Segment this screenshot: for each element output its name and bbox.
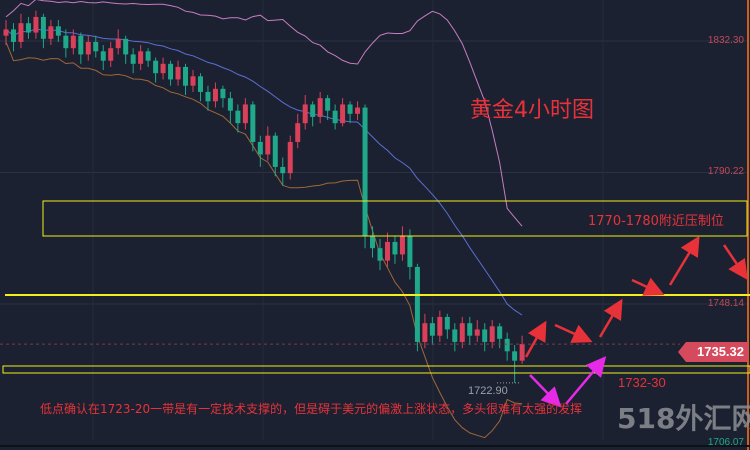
candle-body	[474, 329, 480, 336]
candle-body	[175, 66, 181, 80]
candle-body	[123, 38, 129, 55]
candle-body	[362, 107, 368, 236]
red-arrow	[524, 320, 547, 358]
candle-body	[130, 54, 136, 64]
candle-body	[489, 326, 495, 342]
candle-body	[295, 123, 301, 142]
candle-body	[280, 166, 286, 174]
candle-body	[287, 141, 293, 174]
analysis-note: 低点确认在1723-20一带是有一定技术支撑的，但是碍于美元的偏激上涨状态，多头…	[40, 402, 583, 416]
candle-body	[55, 26, 61, 36]
candle-body	[422, 323, 428, 342]
candle-body	[168, 63, 174, 80]
candle-body	[519, 344, 525, 361]
candle-body	[250, 104, 256, 142]
candle-body	[504, 338, 510, 352]
candle-body	[25, 23, 31, 33]
candle-body	[467, 323, 473, 336]
candle-body	[370, 235, 376, 249]
candle-body	[482, 329, 488, 342]
candle-body	[153, 60, 159, 74]
candle-body	[429, 323, 435, 336]
candle-body	[265, 135, 271, 155]
candle-body	[242, 104, 248, 124]
y-tick-label: 1790.22	[707, 166, 744, 177]
low-price-label: 1722.90	[468, 385, 508, 397]
candle-body	[205, 91, 211, 102]
magenta-arrow	[529, 374, 562, 408]
candle-body	[407, 235, 413, 267]
candle-body	[347, 104, 353, 114]
middle-band-line	[5, 28, 523, 316]
candle-body	[40, 16, 46, 39]
candle-body	[497, 326, 503, 339]
candle-body	[18, 23, 24, 42]
candle-body	[444, 316, 450, 330]
candle-body	[78, 35, 84, 55]
y-tick-label: 1748.14	[707, 298, 744, 309]
current-price-tag: 1735.32	[678, 342, 748, 362]
candle-body	[63, 35, 69, 49]
candle-body	[93, 41, 99, 52]
candle-body	[108, 48, 114, 61]
candle-body	[85, 41, 91, 55]
resistance-zone-label: 1770-1780附近压制位	[588, 214, 724, 229]
candle-body	[340, 104, 346, 124]
candle-body	[48, 26, 54, 39]
candle-body	[317, 98, 323, 117]
candle-body	[257, 141, 263, 155]
candle-body	[437, 316, 443, 336]
red-arrow	[554, 323, 593, 343]
candle-body	[220, 88, 226, 99]
candle-body	[115, 38, 121, 49]
candle-body	[197, 76, 203, 92]
candle-body	[160, 63, 166, 74]
candle-body	[332, 110, 338, 124]
candle-body	[190, 76, 196, 86]
candle-body	[3, 29, 9, 36]
red-arrow	[668, 235, 700, 286]
candle-body	[10, 29, 16, 42]
resistance-zone-box	[42, 200, 748, 237]
red-arrow	[598, 298, 623, 338]
upper-band-line	[5, 0, 523, 227]
candle-body	[145, 51, 151, 61]
candle-body	[355, 107, 361, 114]
support-label: 1732-30	[618, 375, 666, 390]
candle-body	[227, 98, 233, 111]
magenta-arrow	[565, 356, 607, 405]
candle-body	[235, 110, 241, 124]
candle-body	[377, 248, 383, 261]
candle-body	[100, 51, 106, 61]
candle-body	[302, 104, 308, 124]
y-tick-label: 1832.30	[707, 35, 744, 46]
candle-body	[70, 35, 76, 49]
candle-body	[459, 323, 465, 342]
candle-body	[138, 51, 144, 64]
candle-body	[392, 241, 398, 255]
red-arrow	[722, 244, 748, 281]
candle-body	[272, 135, 278, 167]
candle-body	[399, 235, 405, 255]
candle-body	[414, 266, 420, 342]
candle-body	[33, 16, 39, 33]
candle-body	[183, 66, 189, 86]
candle-body	[384, 241, 390, 261]
red-arrow	[631, 277, 665, 296]
chart-title: 黄金4小时图	[470, 98, 594, 123]
candle-body	[212, 88, 218, 102]
y-tick-label: 1706.07	[707, 437, 744, 448]
candle-body	[310, 104, 316, 117]
candle-body	[325, 98, 331, 111]
candle-body	[512, 351, 518, 361]
watermark-logo: 518外汇网	[617, 402, 750, 435]
support-zone-box	[2, 365, 750, 374]
candle-body	[452, 329, 458, 342]
lower-band-line	[5, 41, 523, 439]
